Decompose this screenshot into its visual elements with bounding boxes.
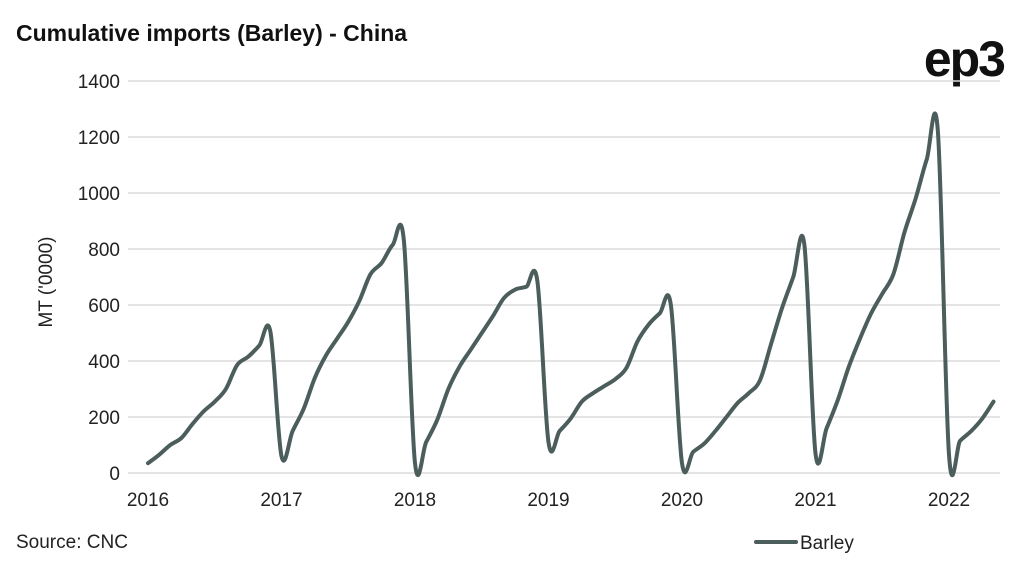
y-tick-label: 0 [109,464,120,485]
y-tick-label: 800 [88,240,120,261]
x-tick-label: 2018 [394,490,436,511]
y-tick-label: 1000 [78,184,120,205]
y-axis-ticks: 0 200 400 600 800 1000 1200 1400 [78,72,120,485]
x-axis-ticks: 2016 2017 2018 2019 2020 2021 2022 [127,490,970,511]
x-tick-label: 2019 [527,490,569,511]
x-tick-label: 2022 [928,490,970,511]
ep3-logo: ep3 [924,31,1004,87]
y-tick-label: 200 [88,408,120,429]
y-axis-label: MT ('0000) [36,237,57,328]
y-tick-label: 600 [88,296,120,317]
y-tick-label: 400 [88,352,120,373]
source-note: Source: CNC [16,532,128,553]
x-tick-label: 2016 [127,490,169,511]
y-tick-label: 1400 [78,72,120,93]
legend-label-barley: Barley [800,533,854,554]
series-barley [146,111,996,478]
x-tick-label: 2021 [794,490,836,511]
y-tick-label: 1200 [78,128,120,149]
x-tick-label: 2020 [661,490,703,511]
x-tick-label: 2017 [260,490,302,511]
legend: Barley [754,533,854,554]
chart-title: Cumulative imports (Barley) - China [16,20,407,46]
series-line-barley [146,111,996,478]
gridlines [128,80,1000,474]
